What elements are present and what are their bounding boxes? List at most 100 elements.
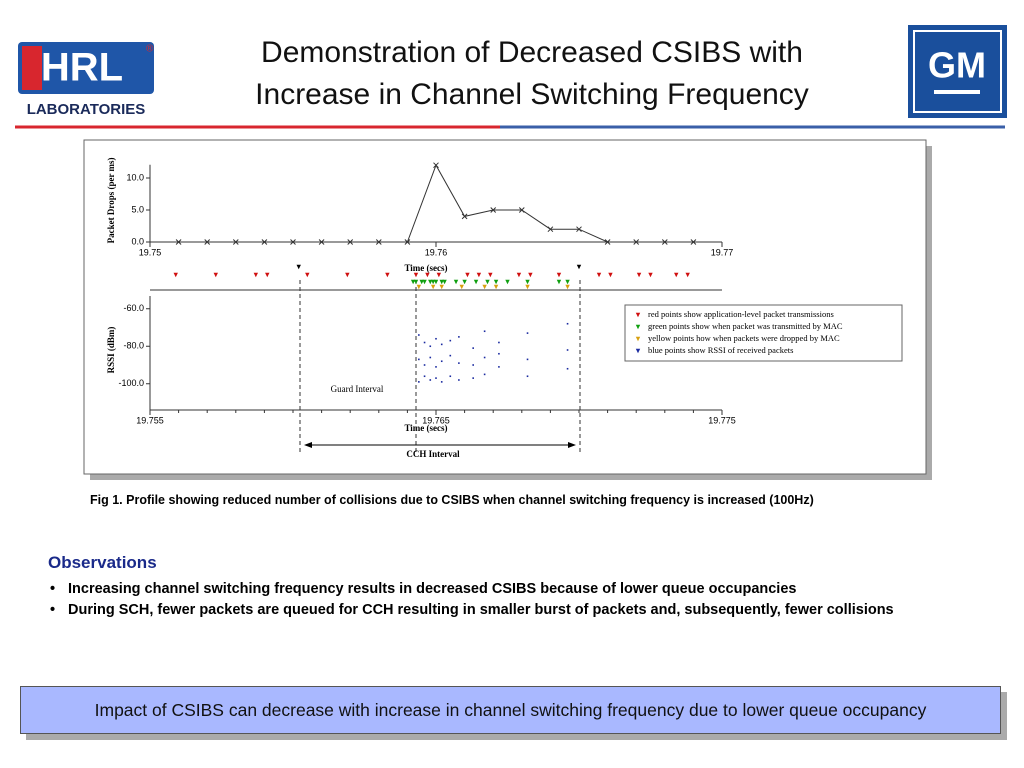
rssi-point: [498, 352, 500, 355]
rssi-point: [423, 341, 426, 344]
legend-label: blue points show RSSI of received packet…: [648, 345, 793, 355]
event-marker: [493, 284, 499, 290]
y-axis-label: Packet Drops (per ms): [106, 157, 116, 243]
point: [461, 213, 468, 220]
legend-label: red points show application-level packet…: [648, 309, 834, 319]
x-tick-label: 19.755: [136, 415, 164, 425]
point: [633, 239, 640, 245]
event-marker: [453, 279, 459, 285]
rssi-point: [498, 366, 500, 368]
event-marker: [462, 279, 467, 285]
point: [318, 239, 325, 245]
rssi-point: [429, 356, 432, 359]
rssi-point: [472, 377, 474, 379]
x-axis-label: Time (secs): [404, 423, 447, 433]
event-marker: [525, 284, 530, 290]
rssi-point: [449, 339, 452, 342]
event-marker: [648, 272, 653, 278]
rssi-point: [472, 347, 474, 349]
event-marker: [345, 272, 350, 278]
title: Demonstration of Decreased CSIBS with In…: [200, 32, 864, 116]
event-marker: [485, 279, 490, 285]
event-marker: [608, 272, 613, 278]
x-tick-label: 19.76: [425, 247, 448, 257]
rssi-point: [423, 375, 426, 378]
rssi-point: [435, 377, 437, 379]
rssi-point: [498, 341, 500, 344]
hrl-logo-sub: LABORATORIES: [27, 101, 146, 118]
event-marker: [685, 272, 690, 278]
hrl-logo-mark: ®: [146, 44, 154, 55]
y-tick-label: 0.0: [131, 236, 144, 246]
arrow-head: [568, 442, 576, 448]
point: [690, 239, 697, 245]
point: [518, 207, 525, 213]
rssi-point: [440, 381, 443, 383]
point: [232, 239, 239, 245]
bullet: Increasing channel switching frequency r…: [50, 580, 948, 599]
caption: Fig 1. Profile showing reduced number of…: [90, 493, 814, 507]
event-marker: [419, 279, 424, 285]
arrow-head: [304, 442, 312, 448]
rssi-point: [458, 379, 460, 381]
event-marker: [433, 279, 439, 285]
title-line: Demonstration of Decreased CSIBS with: [261, 36, 803, 69]
event-marker: [565, 279, 570, 285]
event-marker: [416, 284, 422, 290]
rssi-point: [483, 373, 486, 376]
rssi-point: [449, 375, 452, 378]
event-marker: [439, 279, 444, 285]
event-marker: [305, 272, 310, 278]
event-marker: [476, 272, 482, 278]
hrl-logo-red: [22, 46, 42, 90]
point: [175, 239, 182, 245]
event-marker: [253, 272, 259, 278]
rssi-point: [418, 381, 420, 383]
event-marker: [442, 279, 447, 285]
event-marker: [505, 279, 510, 285]
event-marker: [636, 272, 642, 278]
figure: 0.0 5.0 10.0 19.75 19.76 19.77 Time (secs) Pack…: [106, 157, 903, 459]
title-line: Increase in Channel Switching Frequency: [255, 78, 809, 111]
legend-box: [624, 304, 903, 362]
event-marker: [488, 272, 493, 278]
y-tick-label: 10.0: [126, 172, 144, 182]
x-tick-label: 19.77: [711, 247, 734, 257]
event-marker: [173, 272, 178, 278]
event-marker: [674, 272, 679, 278]
annotation: CCH Interval: [406, 449, 460, 459]
event-marker: [556, 279, 562, 285]
rssi-point: [566, 349, 569, 351]
gm-logo-box: [908, 25, 1007, 118]
rssi-point: [435, 337, 437, 340]
legend-label: green points show when packet was transm…: [648, 321, 843, 331]
event-marker: [410, 279, 416, 285]
rssi-point: [566, 367, 569, 370]
point: [375, 239, 382, 245]
rssi-point: [449, 354, 452, 357]
legend-marker: [635, 312, 641, 318]
y-tick-label: -100.0: [118, 378, 144, 388]
rssi-point: [435, 366, 437, 368]
point: [576, 226, 582, 233]
event-marker: [436, 272, 442, 278]
legend-marker: [635, 336, 641, 342]
event-marker: [430, 279, 436, 285]
event-marker: [493, 279, 499, 285]
point: [404, 239, 411, 245]
event-marker: [576, 264, 582, 270]
rssi-point: [526, 358, 529, 361]
event-marker: [556, 272, 562, 278]
rssi-point: [526, 332, 529, 334]
event-marker: [422, 279, 427, 285]
point: [290, 239, 296, 245]
x-tick-label: 19.775: [708, 415, 736, 425]
rssi-point: [526, 375, 529, 378]
event-marker: [428, 279, 433, 285]
rssi-point: [458, 362, 460, 364]
x-tick-label: 19.75: [139, 247, 162, 257]
point: [261, 239, 268, 245]
observations-heading: Observations: [48, 553, 157, 572]
